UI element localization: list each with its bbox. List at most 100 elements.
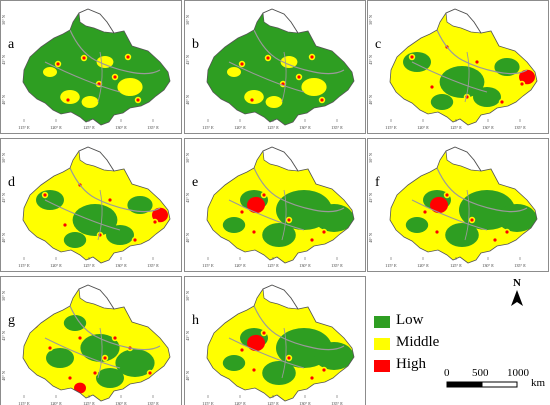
lon-tick-label: 130° E <box>482 125 494 130</box>
lon-tick-label: 130° E <box>115 263 127 268</box>
high-spot <box>262 193 266 197</box>
zone-patch <box>63 232 87 248</box>
high-spot <box>423 210 427 214</box>
high-zone-patch <box>247 196 265 214</box>
high-spot <box>153 220 157 224</box>
lon-tick-label: 135° E <box>147 401 159 405</box>
lon-tick-label: 115° E <box>202 263 214 268</box>
map-panel-b: 115° E 120° E 125° E 130° E 135° E 50° N 45° N… <box>184 0 366 134</box>
lon-tick-label: 135° E <box>331 263 343 268</box>
river-line <box>411 61 488 93</box>
high-spot <box>310 55 314 59</box>
high-spot <box>68 376 72 380</box>
lon-tick-label: 135° E <box>331 125 343 130</box>
high-zone-patch <box>74 382 86 394</box>
high-spot <box>252 230 256 234</box>
zone-patch <box>106 225 134 245</box>
river-line <box>281 189 287 241</box>
map-panel-g: 115° E 120° E 125° E 130° E 135° E 50° N 45° N… <box>0 276 182 405</box>
high-spot <box>240 348 244 352</box>
high-spot <box>148 371 152 375</box>
lon-tick-label: 135° E <box>331 401 343 405</box>
high-spot <box>435 230 439 234</box>
lon-tick-label: 115° E <box>202 401 214 405</box>
scale-label-0: 0 <box>444 367 450 379</box>
panel-letter: g <box>8 313 15 328</box>
map-panel-h: 115° E 120° E 125° E 130° E 135° E 50° N 45° N… <box>184 276 366 405</box>
zone-patch <box>439 66 485 98</box>
high-spot <box>475 60 479 64</box>
map-panel-d: 115° E 120° E 125° E 130° E 135° E 50° N 45° N… <box>0 138 182 272</box>
river-line <box>69 29 161 75</box>
river-line <box>97 51 103 103</box>
lat-tick-label: 40° N <box>368 95 373 105</box>
legend: Low Middle High <box>374 312 484 382</box>
high-spot <box>470 218 474 222</box>
lon-tick-label: 115° E <box>385 125 397 130</box>
river-line <box>44 337 121 369</box>
lon-tick-label: 115° E <box>18 125 30 130</box>
high-spot <box>493 238 497 242</box>
river-line <box>69 305 161 351</box>
lat-tick-label: 45° N <box>368 55 373 65</box>
river-line <box>44 61 121 93</box>
high-spot <box>250 98 254 102</box>
zone-patch <box>405 217 429 233</box>
high-spot <box>252 368 256 372</box>
river-line <box>411 199 488 231</box>
lat-tick-label: 40° N <box>1 95 6 105</box>
scale-unit: km <box>531 377 546 389</box>
high-spot <box>520 82 524 86</box>
high-spot <box>66 98 70 102</box>
high-spot <box>310 238 314 242</box>
lat-tick-label: 45° N <box>185 55 190 65</box>
region-fill <box>23 9 170 125</box>
zone-patch <box>227 67 241 77</box>
panel-letter: d <box>8 175 15 190</box>
river-line <box>464 189 470 241</box>
north-arrow-icon <box>511 290 523 306</box>
region-border <box>22 8 171 126</box>
lon-tick-label: 125° E <box>450 125 462 130</box>
high-spot <box>78 336 82 340</box>
river-line <box>253 29 345 75</box>
lon-tick-label: 135° E <box>514 125 526 130</box>
lon-tick-label: 125° E <box>267 125 279 130</box>
river-line <box>281 327 287 379</box>
zone-patch <box>43 67 57 77</box>
lon-tick-label: 120° E <box>50 125 62 130</box>
zone-patch <box>63 315 87 331</box>
lon-tick-label: 115° E <box>18 263 30 268</box>
river-line <box>281 51 287 103</box>
high-spot <box>310 376 314 380</box>
zone-patch <box>81 96 99 108</box>
lat-tick-label: 50° N <box>1 153 6 163</box>
high-spot <box>445 193 449 197</box>
high-spot <box>103 356 107 360</box>
lat-tick-label: 45° N <box>185 331 190 341</box>
lat-tick-label: 45° N <box>368 193 373 203</box>
lat-tick-label: 50° N <box>1 15 6 25</box>
river-line <box>97 189 103 241</box>
river-line <box>69 167 161 213</box>
north-label: N <box>513 277 521 289</box>
zone-patch <box>117 78 143 96</box>
high-spot <box>287 218 291 222</box>
lon-tick-label: 135° E <box>514 263 526 268</box>
lon-tick-label: 130° E <box>115 401 127 405</box>
panel-letter: h <box>192 313 199 328</box>
zone-patch <box>80 334 120 362</box>
high-spot <box>48 346 52 350</box>
lat-tick-label: 50° N <box>368 15 373 25</box>
lon-tick-label: 115° E <box>18 401 30 405</box>
lon-tick-label: 130° E <box>299 125 311 130</box>
legend-label-high: High <box>396 356 426 372</box>
lat-tick-label: 45° N <box>185 193 190 203</box>
scale-label-500: 500 <box>472 367 489 379</box>
river-line <box>228 337 305 369</box>
river-line <box>97 327 103 379</box>
zone-patch <box>265 96 283 108</box>
zone-patch <box>222 217 246 233</box>
legend-label-middle: Middle <box>396 334 440 350</box>
